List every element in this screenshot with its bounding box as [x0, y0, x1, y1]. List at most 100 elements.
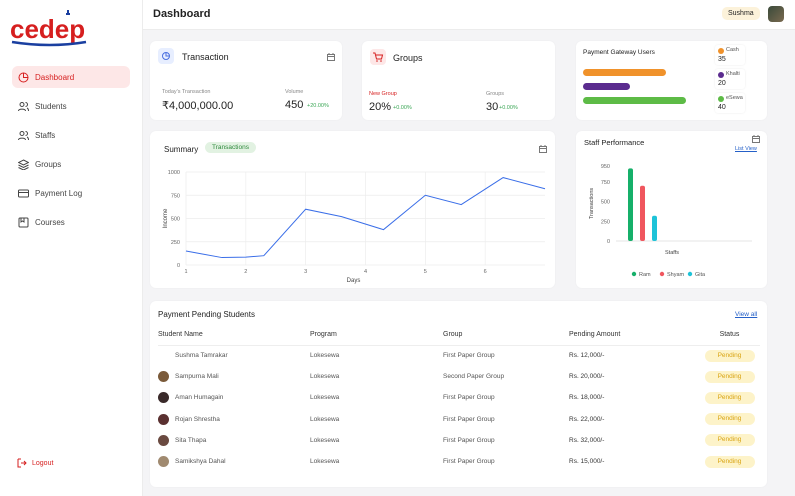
- sidebar-item-students[interactable]: Students: [12, 95, 130, 117]
- y-tick-label: 0: [177, 263, 180, 269]
- list-view-link[interactable]: List View: [735, 146, 757, 152]
- student-avatar: [158, 371, 169, 383]
- summary-line-chart: 0 250 500 750 1000 1 2 3 4 5 6 Days Income: [163, 170, 546, 284]
- new-group-value: 20%: [369, 101, 392, 113]
- logout-label: Logout: [32, 459, 54, 467]
- sidebar: cedep Dashboard Students Staffs Groups Payme…: [0, 0, 143, 496]
- volume-value: 450: [285, 99, 304, 111]
- sidebar-item-groups[interactable]: Groups: [12, 153, 130, 175]
- x-tick-label: 4: [364, 269, 367, 275]
- calendar-icon[interactable]: [539, 145, 547, 153]
- program-cell: Lokesewa: [310, 436, 340, 444]
- pending-table: Student Name Program Group Pending Amount St…: [158, 325, 760, 472]
- table-row[interactable]: Sita Thapa Lokesewa First Paper Group Rs. 3…: [158, 430, 760, 451]
- x-tick-label: 2: [244, 269, 247, 275]
- student-name: Samikshya Dahal: [175, 458, 226, 466]
- group-cell: First Paper Group: [443, 436, 495, 444]
- group-cell: First Paper Group: [443, 352, 495, 360]
- sidebar-nav: Dashboard Students Staffs Groups Payment Log…: [12, 66, 130, 240]
- group-cell: Second Paper Group: [443, 373, 505, 381]
- logout-icon: [17, 458, 27, 468]
- view-all-link[interactable]: View all: [735, 311, 758, 318]
- x-tick-label: 3: [304, 269, 307, 275]
- bar-shyam: [640, 185, 645, 241]
- status-badge: Pending: [704, 370, 755, 383]
- income-series-line: [185, 177, 546, 259]
- student-avatar: [158, 456, 169, 468]
- calendar-icon[interactable]: [327, 53, 335, 61]
- gateway-value: 35: [718, 56, 726, 63]
- student-avatar: [158, 413, 169, 425]
- table-row[interactable]: Samikshya Dahal Lokesewa First Paper Group…: [158, 451, 760, 472]
- transaction-card: Transaction Today's Transaction ₹4,000,0…: [150, 41, 342, 120]
- table-row[interactable]: Rojan Shrestha Lokesewa First Paper Group R…: [158, 409, 760, 430]
- groups-count-change: +0.00%: [499, 105, 518, 111]
- groups-card: Groups New Group 20% +0.00% Groups 30 +0…: [362, 41, 555, 120]
- page-title: Dashboard: [153, 8, 211, 20]
- volume-label: Volume: [285, 89, 304, 95]
- table-header: Student Name Program Group Pending Amount St…: [158, 325, 760, 346]
- groups-count-value: 30: [486, 101, 499, 113]
- transactions-tag[interactable]: Transactions: [205, 142, 256, 153]
- status-badge: Pending: [704, 434, 755, 447]
- amount-cell: Rs. 22,000/-: [569, 415, 605, 423]
- column-header: Group: [443, 325, 569, 346]
- status-badge: Pending: [704, 413, 755, 426]
- sidebar-item-label: Payment Log: [35, 188, 83, 198]
- groups-count-label: Groups: [486, 91, 505, 97]
- sidebar-item-dashboard[interactable]: Dashboard: [12, 66, 130, 88]
- sidebar-item-label: Courses: [35, 217, 65, 227]
- x-tick-label: 1: [184, 269, 187, 275]
- column-header: Pending Amount: [569, 325, 699, 346]
- table-row[interactable]: Aman Humagain Lokesewa First Paper Group Rs…: [158, 387, 760, 408]
- summary-card: Summary Transactions 0 250 500 750 1000 1 2 3 4 5…: [150, 131, 555, 288]
- gateway-dot-icon: [718, 72, 724, 78]
- card-icon: [18, 189, 29, 197]
- today-value: ₹4,000,000.00: [162, 100, 234, 112]
- staff-bar-chart: 0 250 500 750 950 Ram Shyam Gita Staffs Transacti…: [589, 164, 752, 278]
- amount-cell: Rs. 20,000/-: [569, 373, 605, 381]
- sidebar-item-courses[interactable]: Courses: [12, 211, 130, 233]
- gateway-legend-esewa: eSewa 40: [715, 93, 745, 113]
- student-name: Sampurna Mali: [175, 373, 219, 381]
- sidebar-item-payment-log[interactable]: Payment Log: [12, 182, 130, 204]
- cedep-logo[interactable]: cedep: [10, 8, 90, 48]
- groups-title: Groups: [393, 53, 423, 63]
- y-axis-label: Transactions: [589, 188, 595, 220]
- y-tick-label: 500: [601, 200, 610, 206]
- volume-change: +20.00%: [307, 103, 329, 109]
- student-avatar: [158, 392, 169, 404]
- calendar-icon[interactable]: [752, 135, 760, 143]
- gateway-value: 20: [718, 80, 726, 87]
- student-avatar: [158, 350, 169, 361]
- sidebar-item-label: Dashboard: [35, 72, 75, 82]
- table-row[interactable]: Sushma Tamrakar Lokesewa First Paper Group…: [158, 345, 760, 366]
- program-cell: Lokesewa: [310, 373, 340, 381]
- column-header: Status: [699, 325, 760, 346]
- users-icon: [18, 101, 29, 111]
- student-name: Sushma Tamrakar: [175, 352, 228, 360]
- program-cell: Lokesewa: [310, 352, 340, 360]
- y-axis-label: Income: [163, 208, 169, 228]
- transaction-icon: [158, 48, 174, 64]
- logout-button[interactable]: Logout: [17, 458, 53, 468]
- student-name: Aman Humagain: [175, 394, 224, 402]
- x-axis-label: Days: [347, 278, 361, 284]
- y-tick-label: 0: [607, 239, 610, 245]
- group-cell: First Paper Group: [443, 415, 495, 423]
- student-name: Rojan Shrestha: [175, 415, 220, 423]
- table-row[interactable]: Sampurna Mali Lokesewa Second Paper Group R…: [158, 366, 760, 387]
- pending-title: Payment Pending Students: [158, 310, 255, 319]
- bar-gita: [652, 215, 657, 241]
- y-tick-label: 950: [601, 164, 610, 170]
- bar-ram: [628, 168, 633, 241]
- amount-cell: Rs. 32,000/-: [569, 436, 605, 444]
- svg-text:cedep: cedep: [10, 14, 85, 44]
- today-label: Today's Transaction: [162, 89, 211, 95]
- program-cell: Lokesewa: [310, 458, 340, 466]
- sidebar-item-staffs[interactable]: Staffs: [12, 124, 130, 146]
- avatar[interactable]: [768, 6, 784, 22]
- gateway-name: Cash: [726, 47, 739, 53]
- user-menu[interactable]: Sushma: [722, 7, 760, 20]
- users-icon: [18, 130, 29, 140]
